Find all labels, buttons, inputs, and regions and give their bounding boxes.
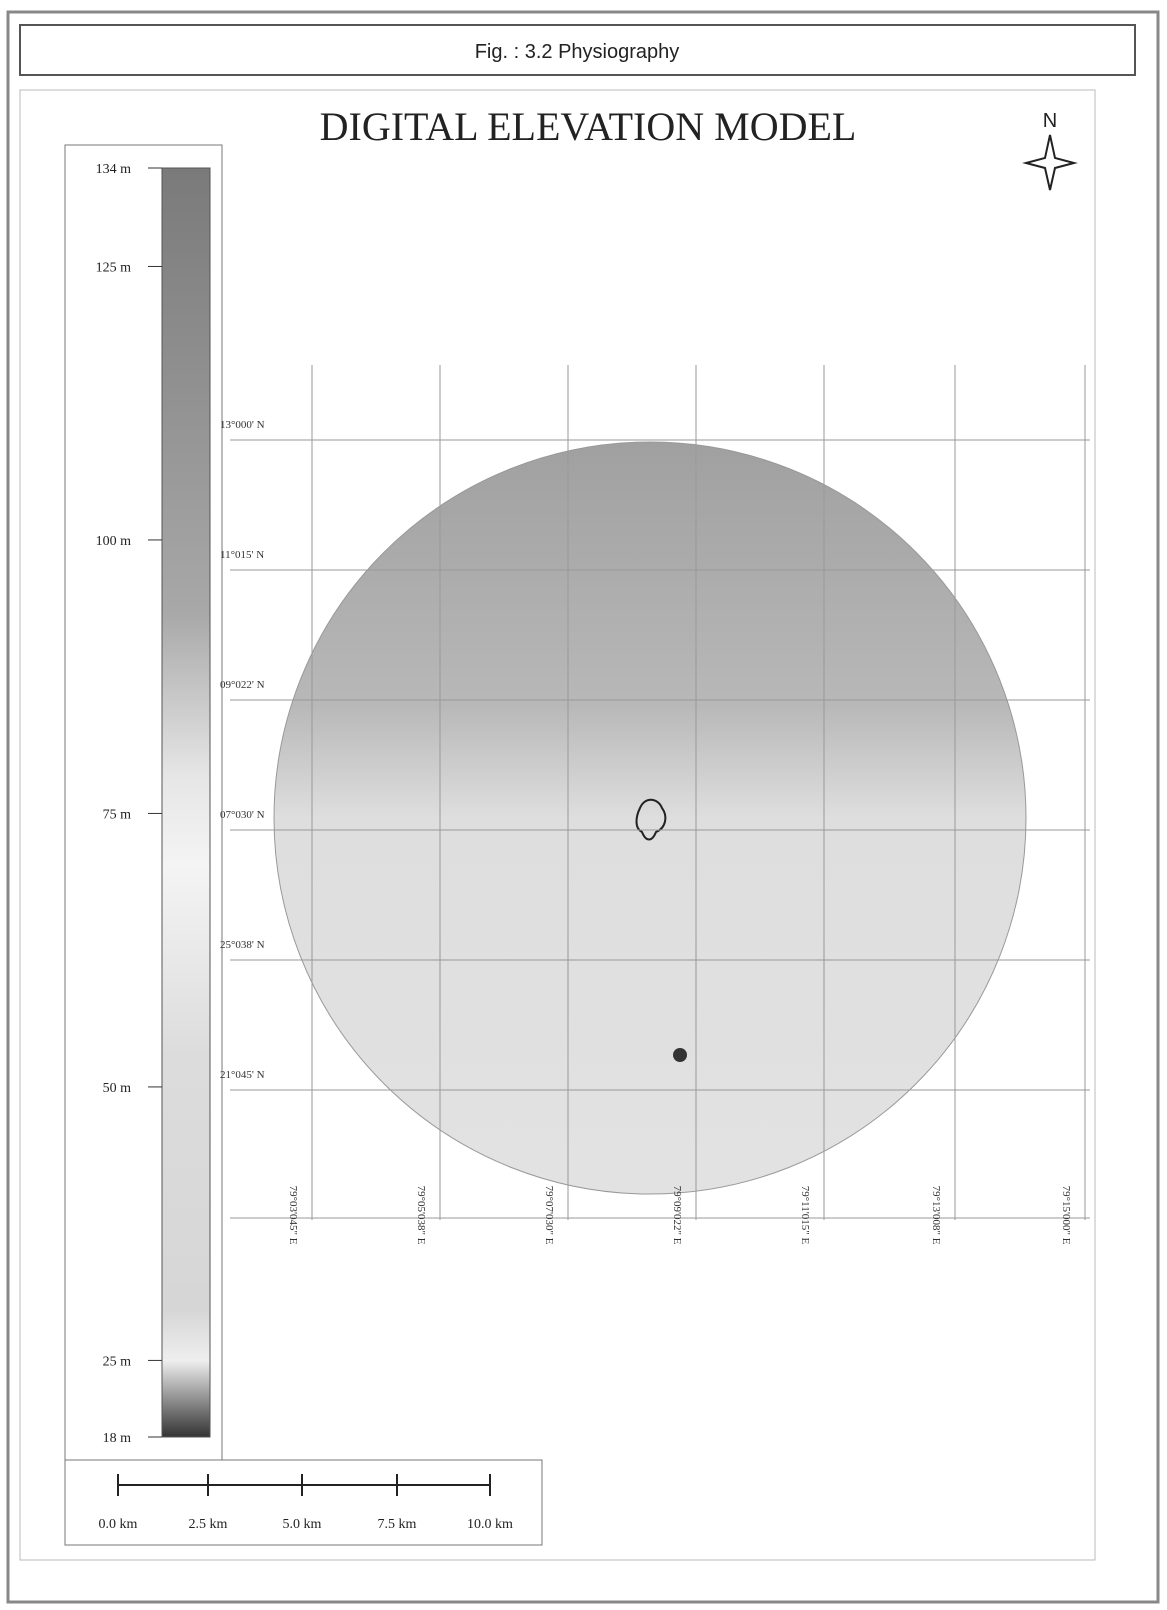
longitude-label: 79°13'008" E: [930, 1186, 942, 1245]
legend-tick-label: 18 m: [103, 1431, 132, 1446]
legend-tick-label: 134 m: [96, 162, 132, 177]
latitude-label: 21°045' N: [220, 1069, 265, 1081]
color-bar: [162, 168, 210, 1437]
legend-tick-label: 50 m: [103, 1081, 132, 1096]
latitude-label: 11°015' N: [220, 549, 264, 561]
scale-box: [65, 1460, 542, 1545]
latitude-label: 09°022' N: [220, 679, 265, 691]
longitude-label: 79°05'038" E: [415, 1186, 427, 1245]
latitude-label: 07°030' N: [220, 809, 265, 821]
longitude-label: 79°09'022" E: [671, 1186, 683, 1245]
north-label: N: [1043, 110, 1057, 132]
feature-spot: [673, 1048, 687, 1062]
scale-label: 2.5 km: [189, 1517, 228, 1532]
scale-label: 7.5 km: [378, 1517, 417, 1532]
scale-label: 5.0 km: [283, 1517, 322, 1532]
longitude-label: 79°11'015" E: [799, 1186, 811, 1245]
latitude-label: 25°038' N: [220, 939, 265, 951]
longitude-label: 79°03'045" E: [287, 1186, 299, 1245]
north-arrow: [1026, 135, 1074, 190]
legend-tick-label: 125 m: [96, 260, 132, 275]
scale-label: 0.0 km: [99, 1517, 138, 1532]
scale-label: 10.0 km: [467, 1517, 513, 1532]
longitude-label: 79°07'030" E: [543, 1186, 555, 1245]
longitude-label: 79°15'000" E: [1060, 1186, 1072, 1245]
page: Fig. : 3.2 Physiography DIGITAL ELEVATIO…: [0, 0, 1167, 1610]
legend-tick-label: 25 m: [103, 1354, 132, 1369]
legend-tick-label: 75 m: [103, 807, 132, 822]
dem-raster: [274, 442, 1026, 1194]
map-title: DIGITAL ELEVATION MODEL: [320, 104, 857, 149]
latitude-label: 13°000' N: [220, 419, 265, 431]
legend-tick-label: 100 m: [96, 534, 132, 549]
header-title: Fig. : 3.2 Physiography: [475, 41, 680, 63]
